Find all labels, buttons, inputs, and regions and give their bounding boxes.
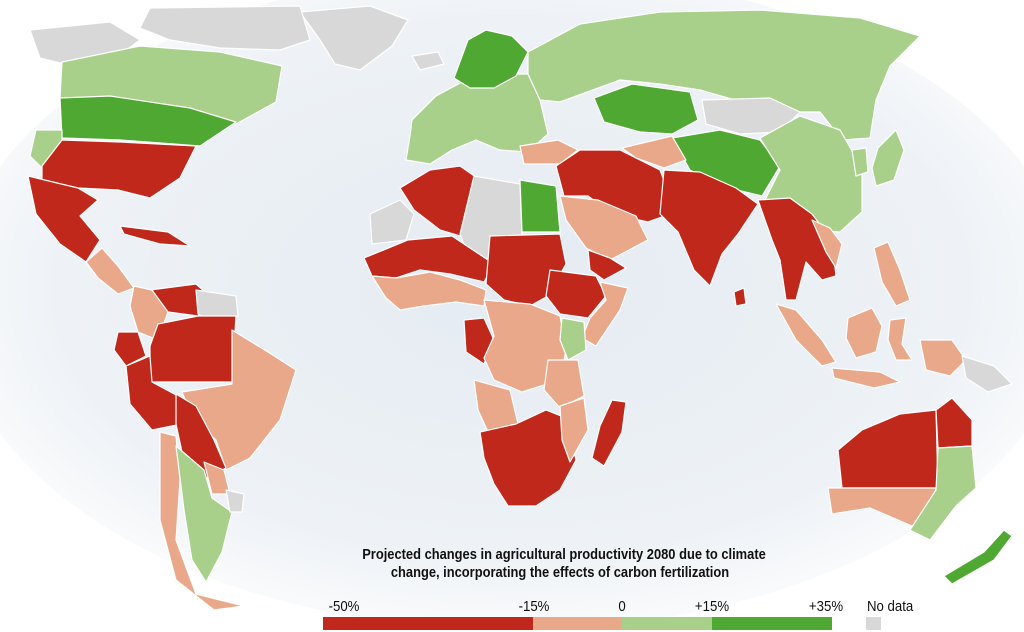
region-kazakhstan <box>593 83 699 135</box>
region-russia <box>527 9 921 141</box>
region-korea <box>851 147 869 177</box>
region-japan <box>871 129 905 187</box>
region-central-asia <box>621 135 687 169</box>
legend-band-severe-decline <box>323 617 533 630</box>
legend-tick-plus-15: +15% <box>694 598 730 615</box>
region-philippines <box>873 241 911 307</box>
region-egypt <box>519 179 561 233</box>
region-kenya <box>559 317 587 361</box>
legend-tick-minus-15: -15% <box>518 598 550 615</box>
legend-tick-plus-35: +35% <box>808 598 844 615</box>
legend-band-strong-gain <box>712 617 832 630</box>
legend-no-data-label: No data <box>867 598 914 615</box>
region-mexico <box>27 175 101 263</box>
region-somalia <box>581 281 629 347</box>
region-southern-africa <box>479 409 577 507</box>
region-indochina-east <box>811 219 843 269</box>
region-iceland <box>411 51 445 71</box>
legend-tick-zero: 0 <box>618 598 626 615</box>
region-arabia <box>559 195 649 261</box>
region-argentina <box>175 445 233 583</box>
region-uruguay <box>225 489 245 513</box>
region-usa-north <box>59 95 237 147</box>
region-yemen <box>587 249 627 281</box>
region-india <box>659 169 759 287</box>
region-western-sahara <box>369 199 415 245</box>
region-sudan <box>485 233 567 307</box>
region-new-guinea <box>919 339 967 377</box>
region-madagascar <box>591 399 627 467</box>
caption-line-1: Projected changes in agricultural produc… <box>362 546 766 563</box>
region-central-africa <box>483 299 567 393</box>
region-sri-lanka <box>733 287 747 307</box>
region-australia-southeast <box>909 445 977 541</box>
region-ecuador <box>113 331 147 367</box>
region-sulawesi <box>887 317 913 361</box>
region-middle-east <box>555 149 677 223</box>
region-greenland <box>299 5 409 71</box>
region-mozambique <box>559 397 589 463</box>
region-cuba <box>119 225 191 247</box>
region-borneo <box>845 307 883 359</box>
caption-line-2: change, incorporating the effects of car… <box>390 564 730 581</box>
legend-band-moderate-decline <box>533 617 622 630</box>
region-new-guinea-east <box>961 355 1013 393</box>
legend-tick-minus-50: -50% <box>328 598 360 615</box>
legend-no-data-swatch <box>866 617 881 630</box>
region-brazil-west <box>149 315 237 383</box>
region-ethiopia <box>545 269 607 319</box>
region-australia-queensland <box>935 397 973 449</box>
region-new-zealand <box>943 529 1013 585</box>
region-sumatra <box>775 303 837 367</box>
map-caption: Projected changes in agricultural produc… <box>362 546 766 582</box>
region-java <box>831 367 901 389</box>
region-canada-arctic <box>139 5 311 51</box>
legend-band-moderate-gain <box>622 617 712 630</box>
region-west-africa <box>371 271 487 311</box>
